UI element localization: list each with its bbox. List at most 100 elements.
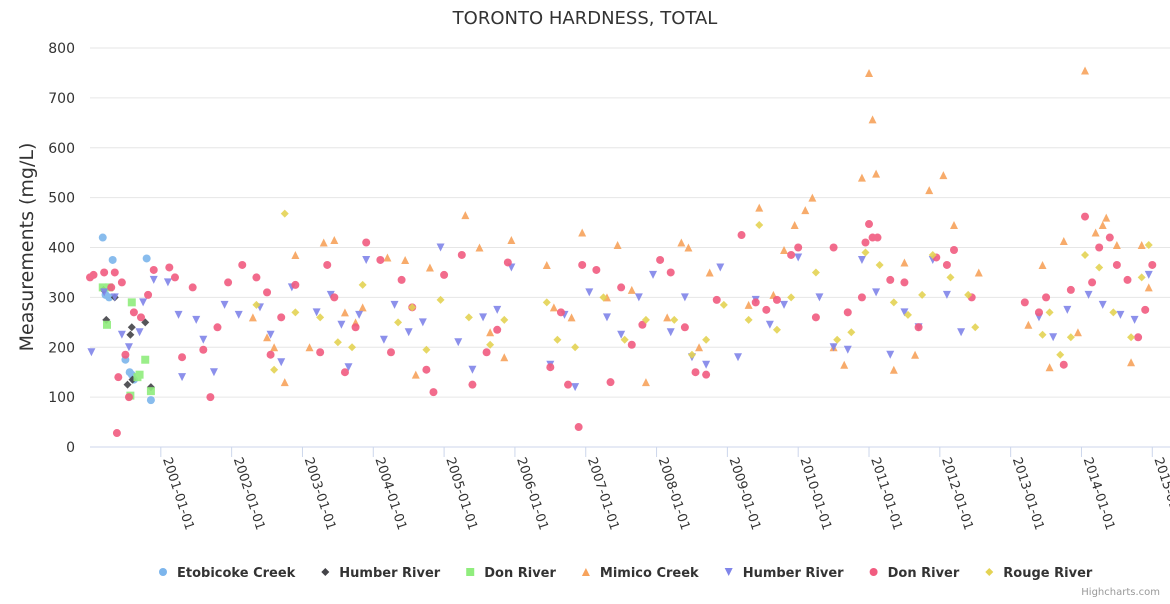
data-point [1123,275,1132,284]
data-point [801,206,810,215]
data-point [843,308,852,317]
data-point [861,248,870,257]
y-tick-label: 800 [48,41,75,57]
data-point [666,268,675,277]
data-point [127,323,136,332]
data-point [263,288,272,297]
data-point [1112,241,1121,250]
data-point [875,260,884,269]
data-point [142,254,151,263]
data-point [1088,278,1097,287]
data-point [666,328,675,337]
data-point [454,338,463,347]
legend-item[interactable]: Etobicoke Creek [159,566,296,581]
data-point [571,383,580,392]
data-point [787,250,796,259]
data-point [1045,308,1054,317]
data-point [971,323,980,332]
data-point [829,343,838,352]
data-point [376,255,385,264]
data-point [1144,270,1153,279]
data-point [790,221,799,230]
legend-marker-icon [581,568,590,576]
data-point [1098,221,1107,230]
series-rouge-river [252,209,1153,374]
credits-link[interactable]: Highcharts.com [1081,587,1160,598]
data-point [337,320,346,329]
data-point [468,380,477,389]
series-humber-river [87,243,1153,392]
legend-label: Humber River [339,566,440,581]
data-point [900,308,909,317]
legend-item[interactable]: Humber River [724,566,844,581]
y-tick-label: 200 [48,340,75,356]
series-humber-river [99,285,155,392]
legend-item[interactable]: Mimico Creek [581,566,699,581]
data-point [702,370,711,379]
data-point [108,255,117,264]
data-point [1073,328,1082,337]
data-point [641,378,650,387]
data-point [946,273,955,282]
data-point [129,308,138,317]
data-point [1038,260,1047,269]
data-point [464,313,473,322]
data-point [277,313,286,322]
data-point [1095,263,1104,272]
data-point [620,335,629,344]
data-point [578,228,587,237]
series-mimico-creek [248,66,1153,387]
data-point [794,243,803,252]
legend-item[interactable]: Rouge River [985,566,1093,581]
data-point [248,313,257,322]
data-point [542,260,551,269]
data-point [695,343,704,352]
x-tick-label: 2008-01-01 [655,456,693,532]
data-point [493,325,502,334]
data-point [705,268,714,277]
data-point [98,283,107,292]
data-point [188,283,197,292]
data-point [319,238,328,247]
data-point [105,293,114,302]
data-point [617,330,626,339]
data-point [224,278,233,287]
data-point [408,303,417,312]
legend-item[interactable]: Humber River [321,566,441,581]
data-point [1024,320,1033,329]
data-point [326,290,335,299]
legend-item[interactable]: Don River [869,566,960,581]
data-point [542,298,551,307]
data-point [843,345,852,354]
data-point [206,393,215,402]
data-point [107,283,116,292]
data-point [553,335,562,344]
data-point [925,186,934,195]
data-point [135,370,144,379]
data-point [263,333,272,342]
data-point [418,318,427,327]
data-point [857,173,866,182]
data-point [362,238,371,247]
data-point [716,263,725,272]
data-point [429,388,438,397]
data-point [602,313,611,322]
data-point [100,288,109,297]
x-tick-label: 2006-01-01 [513,456,551,532]
legend-label: Etobicoke Creek [177,566,296,581]
data-point [124,393,133,402]
data-point [312,308,321,317]
legend-item[interactable]: Don River [466,566,556,581]
data-point [865,68,874,77]
data-point [964,290,973,299]
data-point [238,260,247,269]
data-point [1141,305,1150,314]
data-point [174,310,183,319]
data-point [656,255,665,264]
data-point [390,300,399,309]
data-point [213,323,222,332]
data-point [503,258,512,267]
data-point [330,236,339,245]
data-point [110,268,119,277]
data-point [178,373,187,382]
